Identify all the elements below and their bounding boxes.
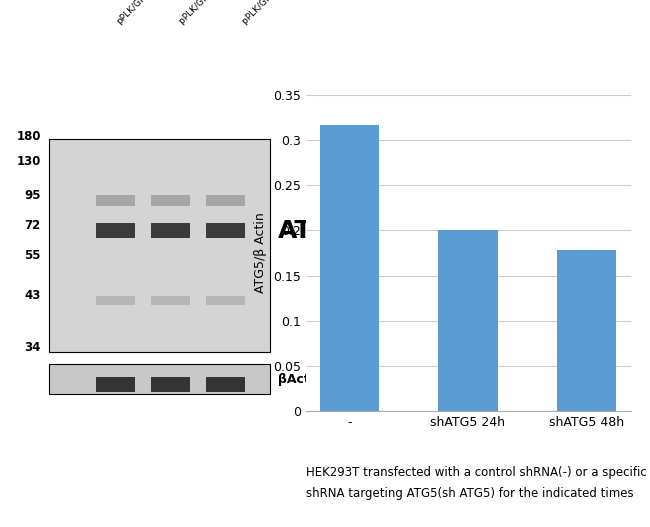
Bar (206, 195, 246, 206)
Text: 180: 180 (16, 130, 41, 143)
Text: pPLK/GFP-Puro: pPLK/GFP-Puro (115, 0, 168, 26)
Bar (96, 223, 135, 238)
Text: ATG5: ATG5 (278, 219, 350, 242)
Text: pPLK/GFP-Puro-ATG5 48h: pPLK/GFP-Puro-ATG5 48h (241, 0, 327, 26)
Bar (49, 139, 270, 352)
Bar (206, 296, 246, 305)
Bar (96, 195, 135, 206)
Bar (96, 296, 135, 305)
Text: pPLK/GFP-Puro-ATG5 24h: pPLK/GFP-Puro-ATG5 24h (178, 0, 264, 26)
Text: 95: 95 (24, 190, 41, 202)
Bar (439, 230, 497, 411)
Text: 55: 55 (24, 249, 41, 262)
Text: HEK293T transfected with a control shRNA(-) or a specific: HEK293T transfected with a control shRNA… (306, 466, 646, 480)
Bar (96, 377, 135, 392)
Text: 130: 130 (16, 155, 41, 168)
Bar (151, 377, 190, 392)
Bar (206, 223, 246, 238)
Bar (206, 377, 246, 392)
Text: 34: 34 (25, 340, 41, 354)
Text: 72: 72 (25, 219, 41, 232)
Bar (151, 296, 190, 305)
Bar (151, 223, 190, 238)
Y-axis label: ATG5/β Actin: ATG5/β Actin (254, 212, 267, 294)
Text: shRNA targeting ATG5(sh ATG5) for the indicated times: shRNA targeting ATG5(sh ATG5) for the in… (306, 487, 633, 501)
Bar (320, 125, 380, 411)
Bar (556, 250, 616, 411)
Text: βActin: βActin (278, 373, 323, 386)
Bar (49, 365, 270, 394)
Text: 43: 43 (25, 289, 41, 301)
Bar (151, 195, 190, 206)
